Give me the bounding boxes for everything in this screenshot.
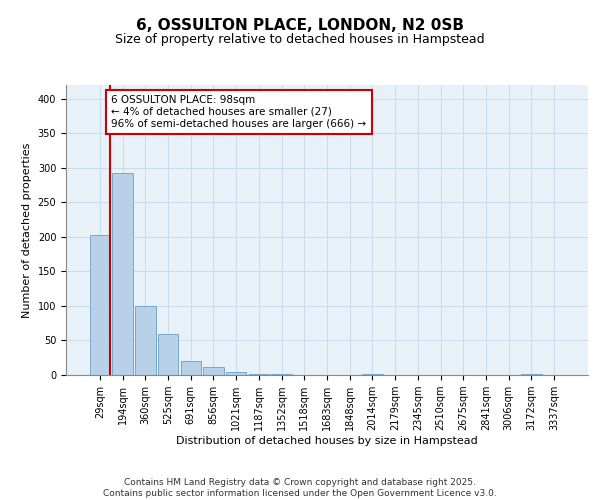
X-axis label: Distribution of detached houses by size in Hampstead: Distribution of detached houses by size … <box>176 436 478 446</box>
Bar <box>226 372 247 375</box>
Bar <box>112 174 133 375</box>
Text: Contains HM Land Registry data © Crown copyright and database right 2025.
Contai: Contains HM Land Registry data © Crown c… <box>103 478 497 498</box>
Text: 6 OSSULTON PLACE: 98sqm
← 4% of detached houses are smaller (27)
96% of semi-det: 6 OSSULTON PLACE: 98sqm ← 4% of detached… <box>111 96 367 128</box>
Bar <box>248 374 269 375</box>
Y-axis label: Number of detached properties: Number of detached properties <box>22 142 32 318</box>
Text: 6, OSSULTON PLACE, LONDON, N2 0SB: 6, OSSULTON PLACE, LONDON, N2 0SB <box>136 18 464 32</box>
Bar <box>271 374 292 375</box>
Bar <box>362 374 383 375</box>
Bar <box>203 368 224 375</box>
Bar <box>135 306 155 375</box>
Bar <box>158 334 178 375</box>
Bar <box>90 235 110 375</box>
Text: Size of property relative to detached houses in Hampstead: Size of property relative to detached ho… <box>115 32 485 46</box>
Bar <box>181 361 201 375</box>
Bar <box>521 374 542 375</box>
